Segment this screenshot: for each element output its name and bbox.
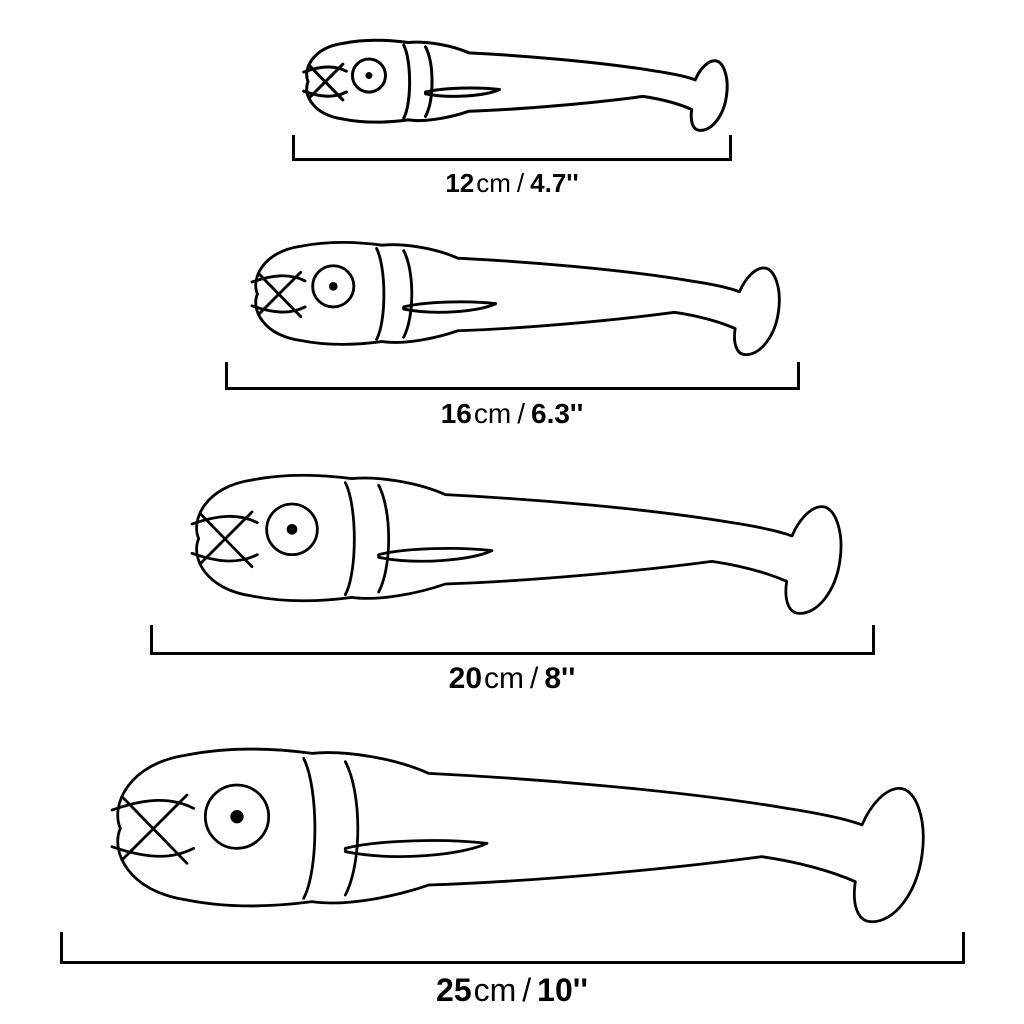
inch-value: 10'' (537, 972, 588, 1008)
dimension-label-2: 16cm/6.3'' (0, 398, 1024, 430)
lure-size-4 (0, 730, 1024, 930)
bracket-1 (0, 135, 1024, 167)
size-diagram: 12cm/4.7'' 16cm/6.3'' 20cm/8'' 2 (0, 0, 1024, 1024)
cm-unit: cm (474, 398, 511, 429)
inch-value: 6.3'' (531, 398, 583, 429)
bracket-2 (0, 362, 1024, 396)
separator: / (511, 398, 531, 429)
inch-value: 4.7'' (530, 168, 579, 198)
separator: / (516, 972, 537, 1008)
dimension-bracket (60, 932, 965, 970)
lure-size-2 (0, 230, 1024, 360)
lure-size-3 (0, 460, 1024, 620)
cm-value: 12 (445, 168, 474, 198)
cm-value: 20 (449, 662, 482, 695)
lure-outline (62, 730, 962, 930)
dimension-label-1: 12cm/4.7'' (0, 168, 1024, 199)
bracket-3 (0, 625, 1024, 661)
dimension-bracket (292, 135, 732, 167)
cm-value: 16 (441, 398, 472, 429)
inch-value: 8'' (544, 662, 575, 695)
dimension-bracket (150, 625, 875, 661)
dimension-label-3: 20cm/8'' (0, 662, 1024, 696)
cm-unit: cm (474, 972, 517, 1008)
lure-size-1 (0, 30, 1024, 135)
separator: / (511, 168, 530, 198)
cm-unit: cm (476, 168, 511, 198)
cm-value: 25 (436, 972, 472, 1008)
lure-outline (227, 230, 797, 360)
dimension-label-4: 25cm/10'' (0, 972, 1024, 1009)
separator: / (524, 662, 544, 695)
cm-unit: cm (484, 662, 524, 695)
bracket-4 (0, 932, 1024, 970)
lure-outline (152, 460, 872, 620)
lure-outline (295, 30, 730, 135)
dimension-bracket (225, 362, 800, 396)
